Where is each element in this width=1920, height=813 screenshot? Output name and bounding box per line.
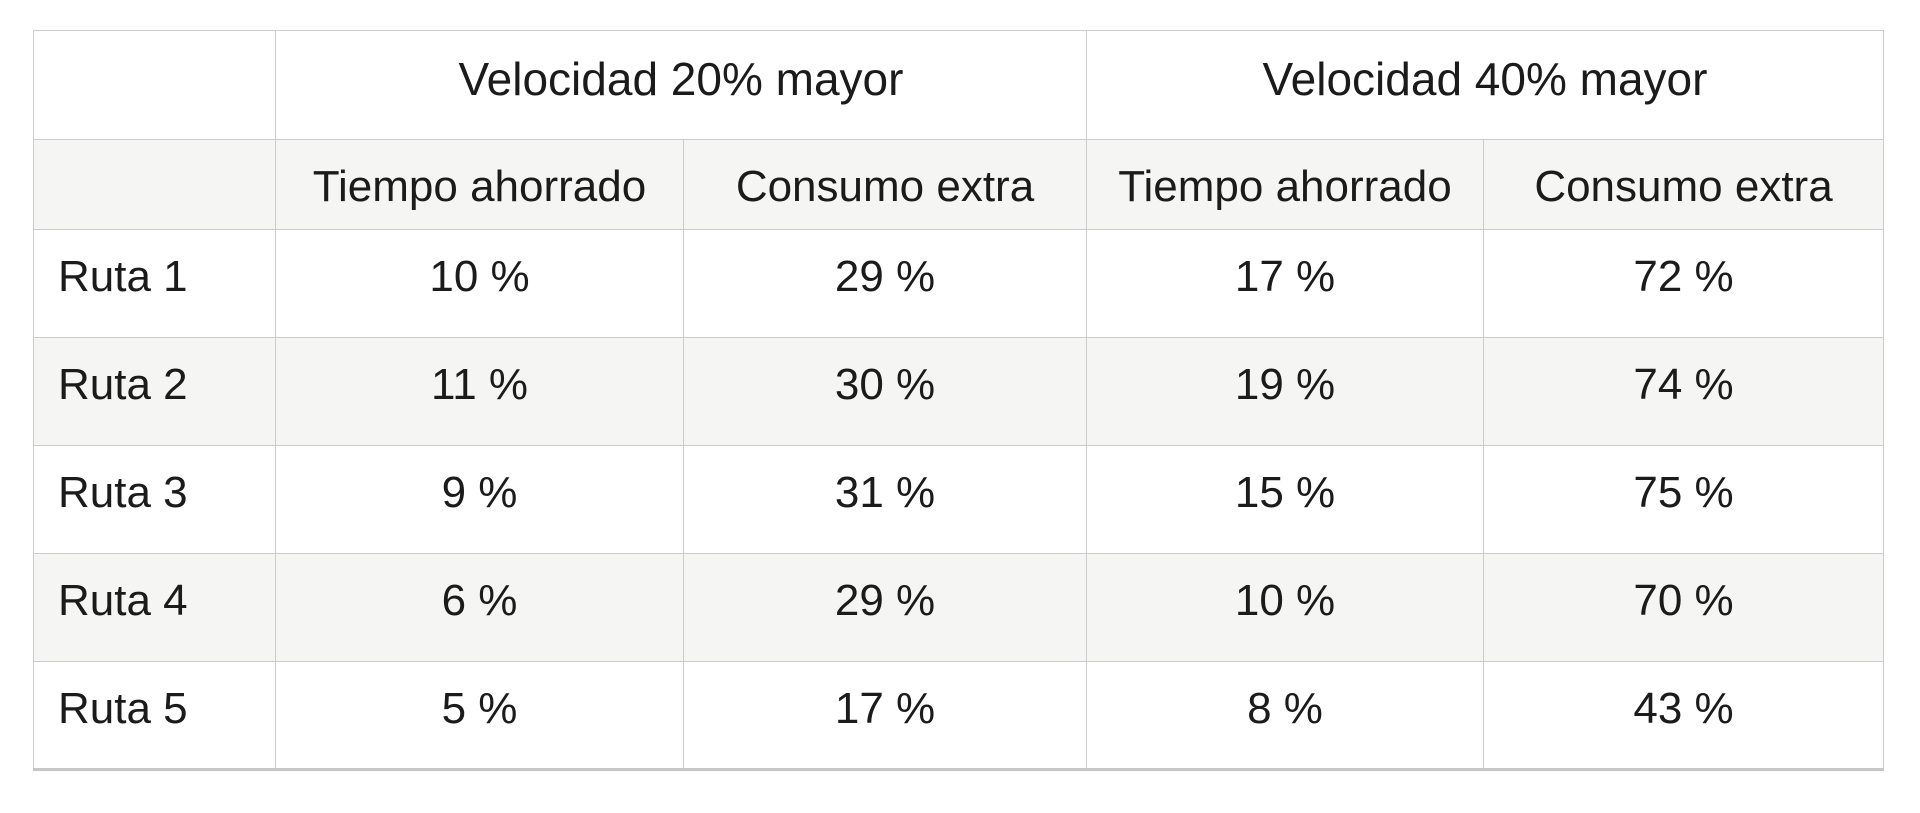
table-row-ruta-4: Ruta 4 6 % 29 % 10 % 70 % [33,553,1884,662]
row-label: Ruta 4 [33,553,276,662]
value-cell: 43 % [1483,661,1884,770]
subheader-consumo-extra-20: Consumo extra [683,139,1087,230]
value-cell: 29 % [683,553,1087,662]
value-cell: 15 % [1086,445,1484,554]
subheader-tiempo-ahorrado-20: Tiempo ahorrado [275,139,684,230]
value-cell: 70 % [1483,553,1884,662]
subheader-consumo-extra-40: Consumo extra [1483,139,1884,230]
table-row-ruta-2: Ruta 2 11 % 30 % 19 % 74 % [33,337,1884,446]
group-header-velocidad-40: Velocidad 40% mayor [1086,30,1884,140]
value-cell: 10 % [1086,553,1484,662]
value-cell: 19 % [1086,337,1484,446]
subheader-tiempo-ahorrado-40: Tiempo ahorrado [1086,139,1484,230]
group-header-row: Velocidad 20% mayor Velocidad 40% mayor [33,30,1884,140]
value-cell: 8 % [1086,661,1484,770]
table-row-ruta-3: Ruta 3 9 % 31 % 15 % 75 % [33,445,1884,554]
value-cell: 9 % [275,445,684,554]
value-cell: 75 % [1483,445,1884,554]
table-row-ruta-1: Ruta 1 10 % 29 % 17 % 72 % [33,229,1884,338]
value-cell: 29 % [683,229,1087,338]
table-page: Velocidad 20% mayor Velocidad 40% mayor … [33,30,1884,771]
row-label: Ruta 1 [33,229,276,338]
row-label: Ruta 3 [33,445,276,554]
value-cell: 72 % [1483,229,1884,338]
value-cell: 6 % [275,553,684,662]
sub-header-row: Tiempo ahorrado Consumo extra Tiempo aho… [33,139,1884,230]
value-cell: 5 % [275,661,684,770]
value-cell: 31 % [683,445,1087,554]
corner-cell-top [33,30,276,140]
value-cell: 74 % [1483,337,1884,446]
row-label: Ruta 2 [33,337,276,446]
group-header-velocidad-20: Velocidad 20% mayor [275,30,1087,140]
routes-speed-table: Velocidad 20% mayor Velocidad 40% mayor … [33,30,1884,771]
table-row-ruta-5: Ruta 5 5 % 17 % 8 % 43 % [33,661,1884,770]
value-cell: 11 % [275,337,684,446]
corner-cell-sub [33,139,276,230]
value-cell: 10 % [275,229,684,338]
value-cell: 30 % [683,337,1087,446]
value-cell: 17 % [1086,229,1484,338]
row-label: Ruta 5 [33,661,276,770]
value-cell: 17 % [683,661,1087,770]
